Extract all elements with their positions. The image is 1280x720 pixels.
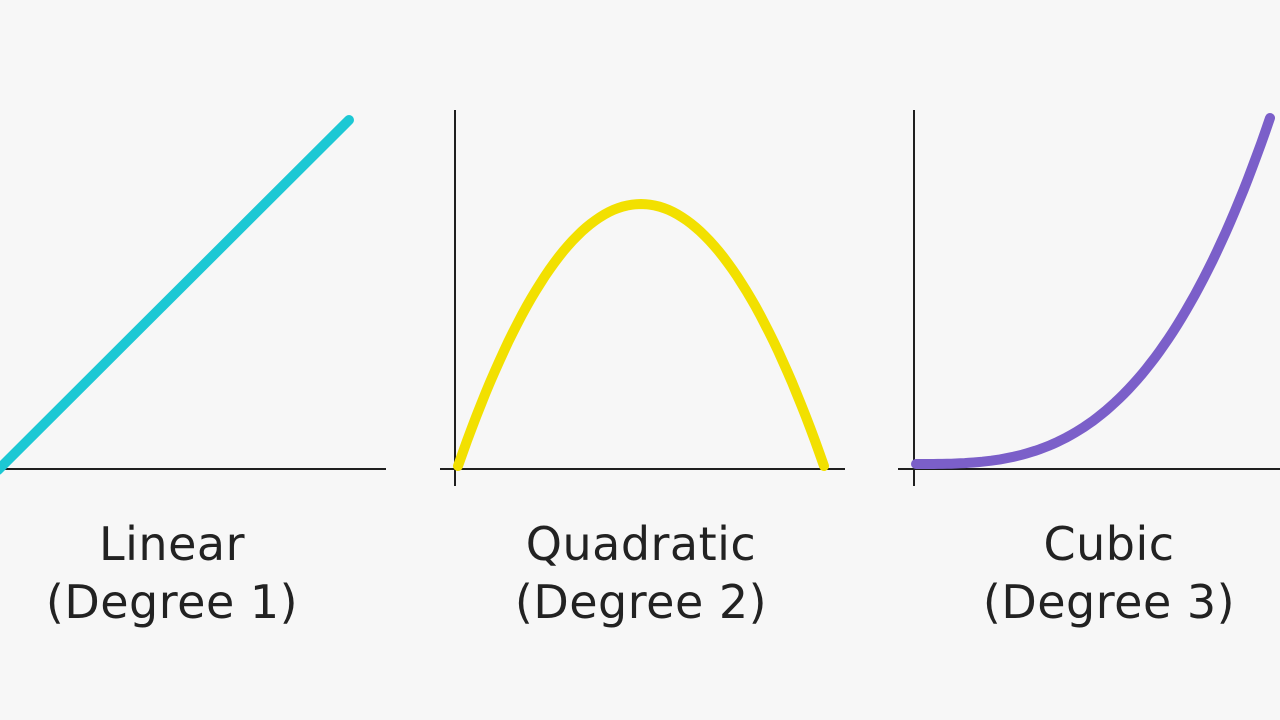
linear-panel (0, 115, 386, 475)
linear-degree: (Degree 1) (45, 575, 299, 629)
linear-curve (0, 115, 354, 475)
linear-title: Linear (99, 517, 245, 571)
quadratic-label: Quadratic (Degree 2) (461, 515, 821, 631)
cubic-title: Cubic (1043, 517, 1175, 571)
quadratic-title: Quadratic (525, 517, 757, 571)
quadratic-degree: (Degree 2) (514, 575, 768, 629)
cubic-curve (911, 113, 1275, 469)
cubic-label: Cubic (Degree 3) (929, 515, 1280, 631)
cubic-panel (898, 110, 1280, 486)
quadratic-curve (453, 198, 829, 471)
linear-label: Linear (Degree 1) (0, 515, 352, 631)
quadratic-panel (440, 110, 845, 486)
cubic-degree: (Degree 3) (982, 575, 1236, 629)
